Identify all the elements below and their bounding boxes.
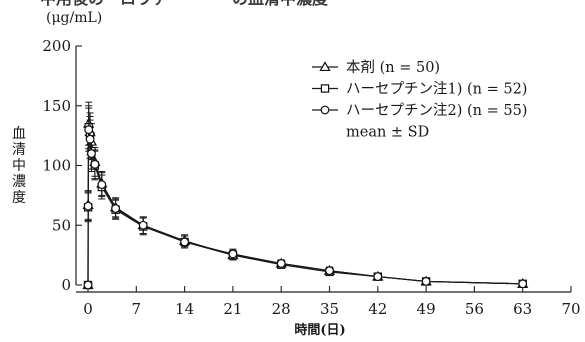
series-line — [87, 129, 523, 286]
data-point-circle — [97, 180, 107, 190]
legend-label: ハーセプチン注1) (n = 52) — [346, 81, 527, 98]
data-point-circle — [83, 201, 93, 211]
data-point-circle — [85, 134, 95, 144]
legend-marker-circle — [320, 105, 330, 115]
y-axis-label-char: 血 — [12, 126, 26, 142]
data-point-circle — [90, 159, 100, 169]
data-point-circle — [518, 279, 528, 289]
chart-title: 中用後の ロウテ の血清中濃度 — [40, 0, 329, 8]
legend-label: ハーセプチン注2) (n = 55) — [346, 102, 527, 119]
data-point-circle — [138, 220, 148, 230]
x-tick-label: 28 — [272, 300, 291, 318]
series-square — [83, 105, 527, 290]
x-tick-label: 7 — [132, 300, 142, 318]
y-axis-label-char: 中 — [12, 158, 26, 174]
y-axis-label-char: 度 — [12, 190, 26, 206]
data-point-circle — [373, 272, 383, 282]
y-tick-label: 150 — [42, 97, 71, 115]
data-point-circle — [83, 280, 93, 290]
data-point-circle — [228, 249, 238, 259]
data-point-circle — [111, 204, 120, 213]
x-tick-label: 70 — [561, 300, 580, 318]
y-tick-label: 100 — [42, 157, 71, 175]
x-tick-label: 14 — [175, 300, 194, 318]
x-tick-label: 56 — [465, 300, 484, 318]
legend-marker-triangle — [319, 61, 331, 72]
series-layer — [82, 101, 529, 290]
data-point-circle — [325, 266, 334, 276]
x-tick-label: 42 — [368, 300, 387, 318]
x-tick-label: 63 — [513, 300, 532, 318]
data-point-circle — [276, 259, 286, 268]
data-point-circle — [84, 125, 94, 135]
x-tick-label: 0 — [83, 300, 93, 318]
series-line — [87, 127, 523, 286]
series-line — [87, 123, 523, 286]
x-tick-label: 49 — [417, 300, 436, 318]
series-triangle — [82, 101, 529, 290]
data-point-circle — [180, 237, 190, 247]
legend-marker-square — [320, 84, 330, 93]
y-tick-label: 0 — [61, 276, 71, 294]
y-tick-label: 50 — [52, 216, 71, 234]
y-tick-label: 200 — [42, 37, 71, 55]
legend-label: 本剤 (n = 50) — [346, 59, 440, 76]
legend-note: mean ± SD — [346, 125, 429, 141]
x-tick-label: 35 — [320, 300, 339, 318]
data-point-circle — [421, 277, 431, 286]
legend: 本剤 (n = 50) ハーセプチン注1) (n = 52) ハーセプチン注2) (… — [312, 59, 527, 141]
y-axis-label-char: 清 — [12, 142, 26, 158]
x-ticks: 0 7 14 21 28 35 42 49 56 63 70 — [83, 286, 581, 318]
x-tick-label: 21 — [223, 300, 242, 318]
series-circle — [83, 107, 528, 290]
y-ticks: 0 50 100 150 200 — [42, 37, 82, 294]
x-axis-label: 時間(日) — [294, 322, 345, 338]
y-unit-label: (μg/mL) — [46, 10, 102, 26]
data-point-circle — [87, 149, 96, 158]
y-axis-label-char: 濃 — [12, 174, 26, 190]
